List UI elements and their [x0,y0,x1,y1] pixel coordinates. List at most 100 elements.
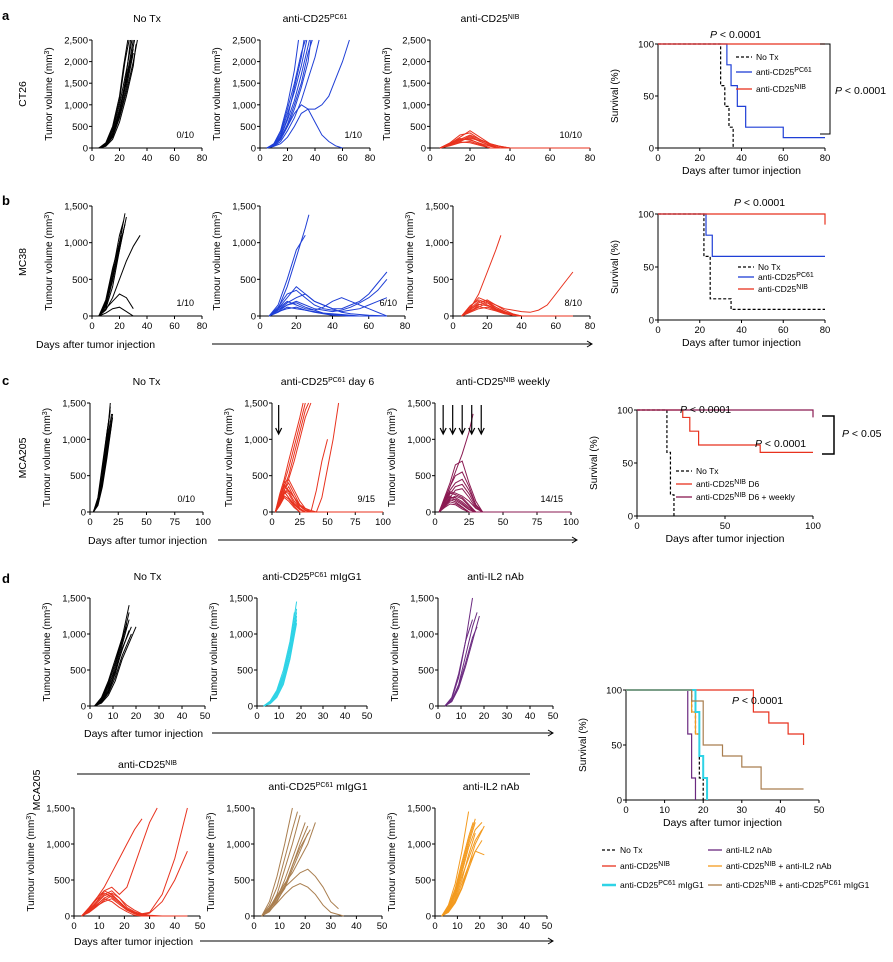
fraction-label: 9/15 [357,494,375,504]
x-tick-label: 50 [322,517,333,528]
y-axis-label: Tumour volume (mm3) [387,812,399,911]
fraction-label: 1/10 [344,130,362,140]
p-value: P < 0.0001 [732,695,783,707]
y-tick-label: 1,500 [407,804,431,815]
series-line [98,220,125,317]
series-line [98,235,141,317]
legend-entry: anti-IL2 nAb [726,845,772,855]
fraction-label: 14/15 [540,494,563,504]
x-tick-label: 20 [698,805,709,816]
series-line [261,811,298,917]
series-line [274,402,340,513]
y-tick-label: 0 [426,508,431,519]
x-tick-label: 30 [326,921,337,932]
x-tick-label: 80 [820,325,831,336]
y-tick-label: 0 [649,316,654,327]
y-tick-label: 2,500 [402,36,426,47]
fraction-label: 6/10 [379,298,397,308]
axis-arrow [212,729,554,737]
axes [437,598,553,707]
y-tick-label: 0 [81,702,86,713]
series-line [94,630,130,707]
x-tick-label: 30 [497,921,508,932]
y-tick-label: 1,500 [232,79,256,90]
y-tick-label: 0 [426,912,431,923]
survival-curve [658,213,825,257]
significance-bracket [822,415,835,455]
y-tick-label: 1,500 [229,594,253,605]
x-tick-label: 50 [195,921,206,932]
y-tick-label: 1,000 [46,840,70,851]
y-tick-label: 1,000 [232,100,256,111]
survival-curve [626,689,697,800]
y-tick-label: 50 [643,263,654,274]
panel-title: anti-CD25PC61 mIgG1 [268,781,367,793]
x-tick-label: 10 [94,921,105,932]
x-axis-label: Days after tumor injection [682,337,801,349]
p-value: P < 0.0001 [755,438,806,450]
x-tick-label: 40 [775,805,786,816]
y-axis-label: Tumour volume (mm3) [42,602,54,701]
x-tick-label: 50 [542,921,553,932]
y-tick-label: 0 [251,144,256,155]
series-line [261,807,293,917]
series-line [98,306,202,317]
series-line [94,612,130,707]
x-tick-label: 20 [479,711,490,722]
y-axis-label: Tumour volume (mm3) [405,211,417,310]
y-axis-label: Survival (%) [610,69,621,123]
x-tick-label: 10 [452,921,463,932]
series-line [98,235,123,317]
panel-title: anti-CD25NIB weekly [456,376,551,388]
series-line [94,626,137,707]
y-tick-label: 1,500 [46,804,70,815]
x-tick-label: 30 [737,805,748,816]
y-tick-label: 2,000 [64,57,88,68]
y-tick-label: 1,000 [232,238,256,249]
series-line [98,52,134,149]
series-line [268,214,310,317]
panel-b3: 0 20 40 60 80 0 500 1,000 1,500 Tumour volume (mm… [405,202,596,333]
y-tick-label: 0 [444,312,449,323]
y-tick-label: 100 [617,406,633,417]
x-tick-label: 40 [177,711,188,722]
y-axis-label: Tumour volume (mm3) [206,812,218,911]
y-tick-label: 500 [410,122,426,133]
y-tick-label: 500 [252,471,268,482]
y-tick-label: 1,500 [407,399,431,410]
y-tick-label: 1,000 [402,100,426,111]
x-tick-label: 50 [377,921,388,932]
series-line [92,417,110,513]
x-tick-label: 80 [585,153,596,164]
x-tick-label: 40 [525,711,536,722]
series-line [98,39,129,149]
series-line [268,306,387,317]
axis-arrow [212,340,593,348]
x-tick-label: 0 [254,711,259,722]
x-tick-label: 60 [363,321,374,332]
y-axis-label: Tumour volume (mm3) [224,408,236,507]
panel-title: anti-IL2 nAb [467,571,524,583]
x-tick-label: 10 [659,805,670,816]
y-axis-label: Tumour volume (mm3) [387,408,399,507]
x-axis-label: Days after tumor injection [88,535,207,547]
x-tick-label: 0 [89,153,94,164]
panel-title: anti-CD25PC61 mIgG1 [262,571,361,583]
x-tick-label: 75 [169,517,180,528]
y-tick-label: 1,500 [244,399,268,410]
panel-d7: 0 10 20 30 40 50 0 50 100 Survival (%) Days after … [578,686,870,891]
y-tick-label: 1,500 [226,804,250,815]
x-tick-label: 20 [475,921,486,932]
y-tick-label: 1,000 [229,630,253,641]
y-tick-label: 1,000 [62,435,86,446]
panel-c4: 0 50 100 0 50 100 Survival (%) Days after tumor… [589,404,882,545]
series-line [92,413,114,513]
series-line [94,619,130,707]
y-tick-label: 1,000 [62,630,86,641]
y-tick-label: 500 [72,122,88,133]
series-line [439,137,590,149]
y-tick-label: 1,000 [244,435,268,446]
panel-b2: 0 20 40 60 80 0 500 1,000 1,500 Tumour volume (mm… [212,202,411,333]
x-tick-label: 20 [465,153,476,164]
